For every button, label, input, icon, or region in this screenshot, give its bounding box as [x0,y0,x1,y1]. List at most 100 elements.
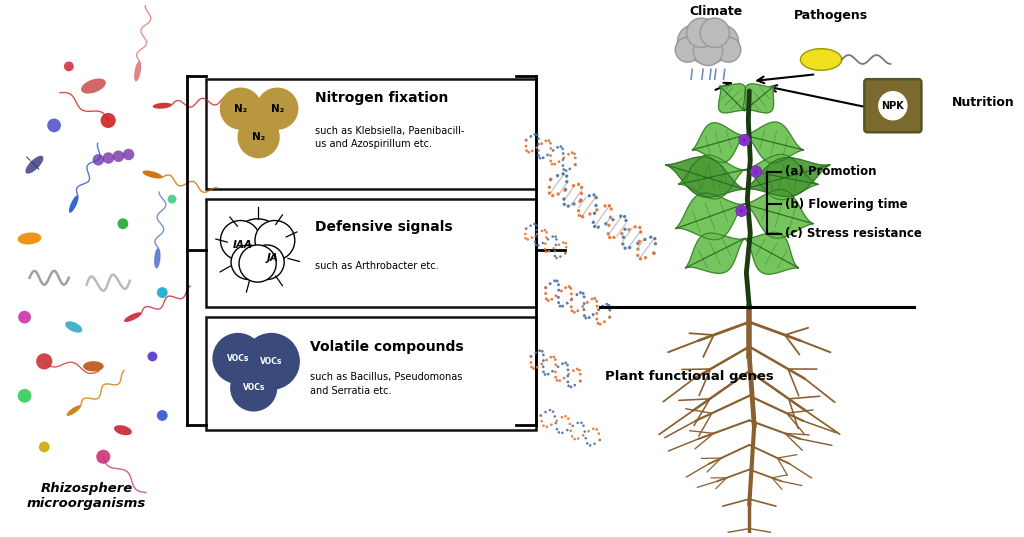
Circle shape [741,206,746,211]
Circle shape [558,431,560,434]
Circle shape [551,370,554,373]
Circle shape [628,246,632,249]
Circle shape [538,154,540,157]
Circle shape [582,292,585,295]
Circle shape [757,172,761,177]
Circle shape [579,380,582,382]
Circle shape [592,427,595,430]
Circle shape [580,186,584,189]
Circle shape [17,389,32,403]
Circle shape [560,289,563,292]
Text: Plant functional genes: Plant functional genes [605,369,773,383]
Circle shape [231,219,285,272]
Circle shape [558,379,561,382]
Circle shape [608,309,611,311]
Circle shape [540,414,542,417]
Circle shape [551,163,553,165]
Circle shape [705,25,738,59]
Circle shape [544,411,547,413]
Circle shape [583,302,586,305]
Circle shape [544,242,547,245]
Circle shape [47,119,61,132]
Circle shape [537,143,540,146]
Circle shape [564,252,566,255]
Circle shape [742,208,748,213]
Circle shape [530,236,534,239]
Circle shape [568,168,571,170]
Circle shape [736,206,746,216]
Circle shape [565,175,568,178]
Circle shape [612,236,615,239]
Circle shape [554,235,557,238]
Ellipse shape [66,321,82,332]
FancyBboxPatch shape [207,79,536,190]
Circle shape [569,306,572,308]
Circle shape [584,430,586,433]
Circle shape [693,36,723,66]
Circle shape [634,225,637,228]
Circle shape [606,232,609,236]
Circle shape [582,305,585,308]
Text: Nutrition: Nutrition [952,96,1015,109]
Circle shape [636,248,640,251]
Circle shape [555,294,557,297]
Circle shape [564,242,567,244]
Circle shape [545,286,547,289]
Circle shape [147,352,158,361]
Circle shape [535,235,537,237]
Circle shape [609,216,612,219]
Circle shape [545,359,548,361]
FancyBboxPatch shape [207,199,536,307]
Circle shape [536,233,539,235]
Circle shape [652,251,655,255]
Circle shape [554,250,556,252]
Circle shape [562,241,564,244]
Circle shape [530,150,534,153]
Circle shape [551,235,554,238]
Circle shape [592,193,596,197]
Circle shape [545,286,547,289]
Circle shape [555,257,558,259]
Circle shape [622,236,625,239]
Circle shape [561,164,564,167]
Circle shape [562,156,565,159]
Circle shape [545,250,548,253]
Circle shape [561,172,565,176]
Circle shape [577,209,581,212]
Circle shape [745,137,751,143]
Circle shape [543,424,545,427]
Text: such as Klebsiella, Paenibacill-
us and Azospirillum etc.: such as Klebsiella, Paenibacill- us and … [314,126,464,149]
Circle shape [621,232,624,235]
Circle shape [542,353,545,356]
Circle shape [569,430,572,432]
Circle shape [558,161,560,163]
Circle shape [570,435,573,438]
Circle shape [628,228,631,231]
Circle shape [561,416,563,418]
Circle shape [607,304,610,307]
Circle shape [553,279,556,282]
Circle shape [562,197,565,201]
Circle shape [653,242,657,245]
Circle shape [243,333,300,390]
Text: Rhizosphere
microorganisms: Rhizosphere microorganisms [27,482,146,510]
Circle shape [550,297,553,301]
Circle shape [545,297,548,300]
Circle shape [652,251,655,255]
Text: NPK: NPK [882,101,904,111]
Circle shape [605,303,608,306]
Circle shape [562,152,564,155]
Circle shape [565,302,568,304]
Circle shape [594,204,598,207]
Text: Volatile compounds: Volatile compounds [309,339,464,354]
Circle shape [557,284,560,286]
Circle shape [524,139,527,142]
Circle shape [597,308,600,311]
Circle shape [585,437,587,440]
Circle shape [542,242,544,244]
Circle shape [212,333,263,384]
Circle shape [539,349,541,352]
Ellipse shape [26,156,43,173]
Circle shape [239,245,276,282]
Circle shape [588,316,591,319]
